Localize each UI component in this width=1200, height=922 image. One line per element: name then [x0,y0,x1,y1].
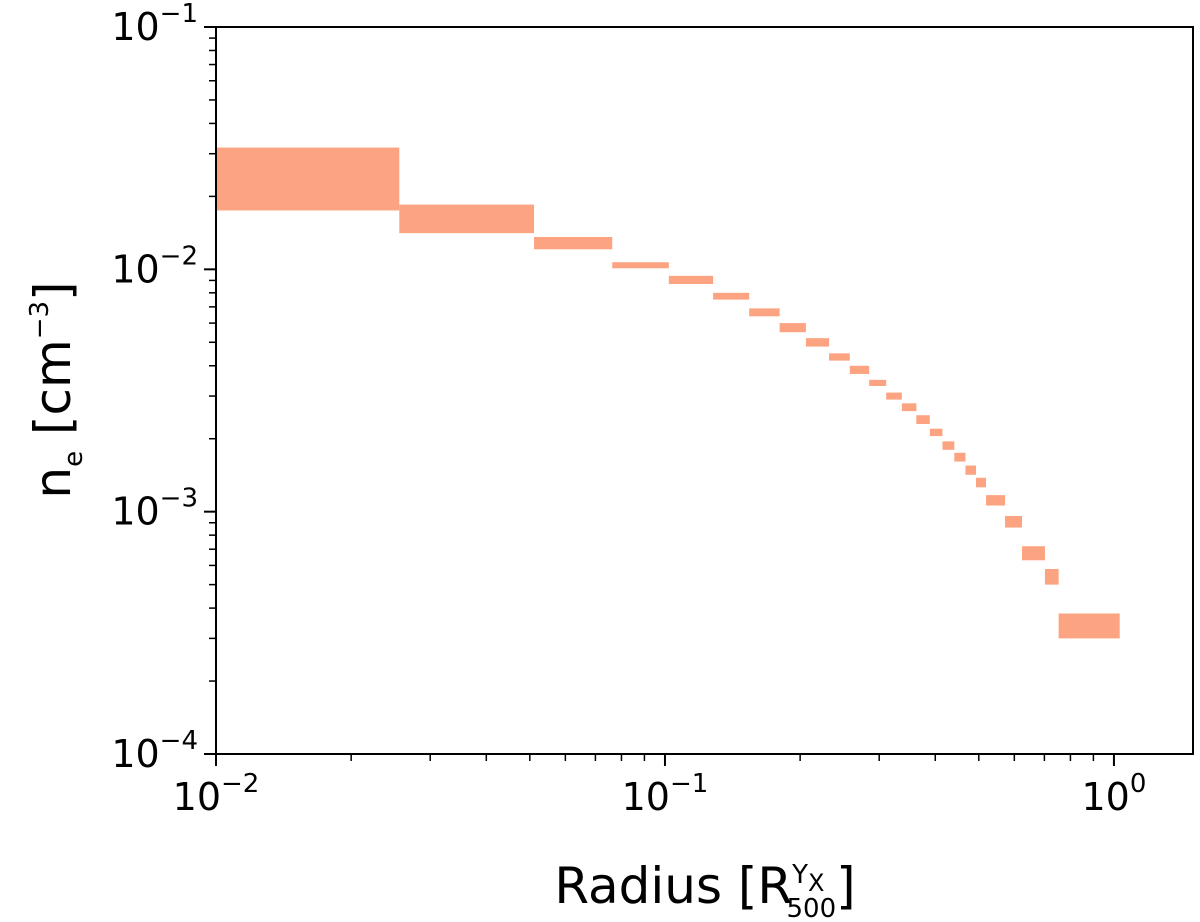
x-tick-label: 10−1 [622,769,709,819]
density-bin [399,204,535,234]
y-tick-label: 10−1 [111,0,198,49]
density-bin [713,292,750,300]
density-bin [829,353,850,361]
tick-labels: 10−2 10−1 100 10−4 10−3 10−2 10−1 [111,0,1146,819]
density-bin [805,338,830,347]
density-bin [916,415,930,425]
y-axis-label: ne [cm−3] [24,281,89,498]
density-bin [986,495,1006,506]
density-bin [869,379,887,387]
density-bin [886,392,902,400]
data-bins [216,147,1120,639]
y-tick-label: 10−3 [111,484,198,534]
density-bin [849,365,870,374]
density-bin [976,477,987,488]
minor-ticks [209,37,1095,761]
density-bin [1005,515,1022,528]
density-bin [929,428,943,437]
x-axis-label: Radius [RYX 500] [554,857,855,922]
density-bin [942,441,955,450]
x-tick-label: 100 [1081,769,1146,819]
density-bin [749,308,780,317]
x-tick-label: 10−2 [173,769,260,819]
y-tick-label: 10−4 [111,726,198,776]
density-bin [668,275,714,284]
density-bin [216,147,400,211]
major-ticks [204,26,1115,766]
density-bin [1044,569,1059,585]
density-bin [779,323,806,333]
density-bin [901,403,917,412]
density-bin [612,262,669,269]
y-tick-label: 10−2 [111,241,198,291]
density-bin [965,465,977,475]
density-bin [954,452,966,462]
density-bin [1021,546,1045,561]
density-bin [1058,613,1120,639]
plot-frame [215,26,1194,755]
density-bin [534,236,613,250]
